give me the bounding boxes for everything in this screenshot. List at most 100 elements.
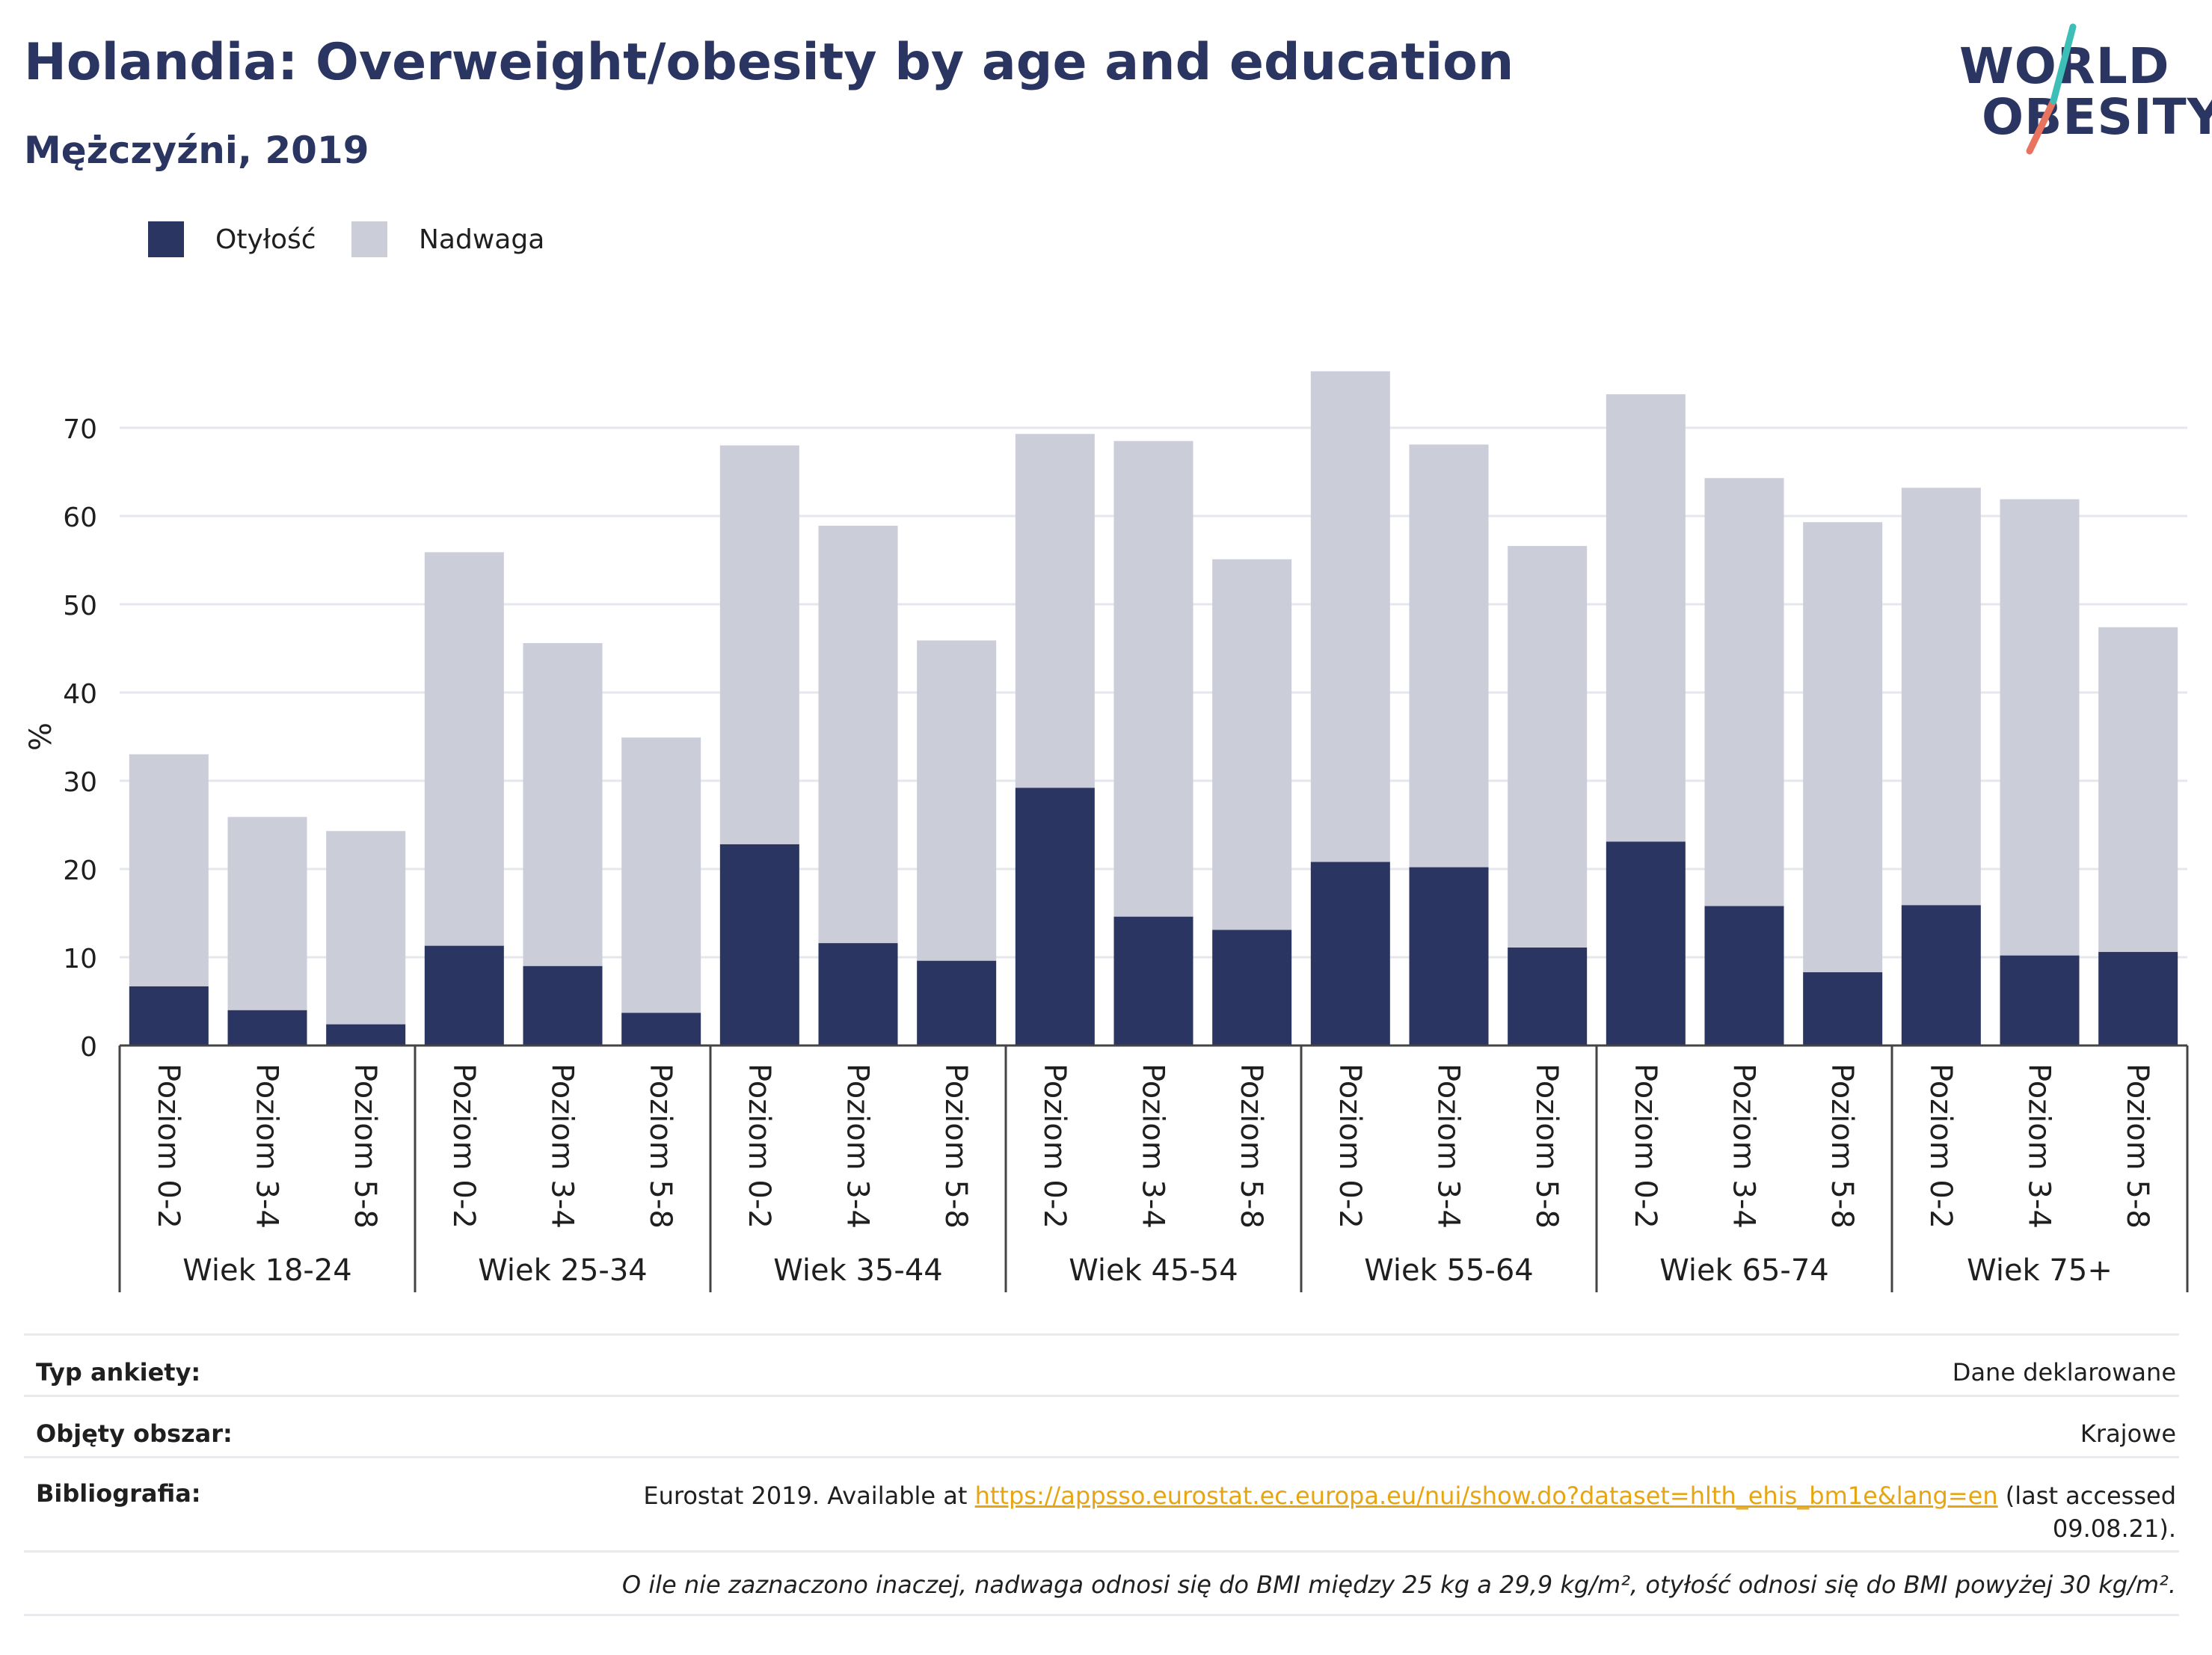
x-tick-label: Poziom 5-8 — [1529, 1063, 1564, 1229]
x-tick-label: Poziom 0-2 — [1923, 1063, 1958, 1229]
bar-chart: 0 10 20 30 40 50 60 70% Poziom 0-2 Poziom 3-4 Pozi… — [24, 371, 2189, 1292]
bar-overweight — [1015, 434, 1095, 788]
bar-overweight — [1212, 559, 1292, 930]
bar-overweight — [326, 831, 406, 1025]
y-tick-label: 0 — [80, 1032, 97, 1063]
x-tick-label: Poziom 3-4 — [841, 1063, 875, 1229]
info-value-coverage: Krajowe — [2080, 1419, 2176, 1448]
y-tick-label: 30 — [63, 767, 97, 798]
x-tick-label: Poziom 0-2 — [151, 1063, 185, 1229]
group-label: Wiek 35-44 — [773, 1253, 943, 1288]
group-label: Wiek 25-34 — [478, 1253, 648, 1288]
info-note: O ile nie zaznaczono inaczej, nadwaga od… — [621, 1570, 2176, 1599]
bibliography-link[interactable]: https://appsso.eurostat.ec.europa.eu/nui… — [974, 1481, 1998, 1510]
bar-overweight — [129, 754, 209, 986]
bar-obesity — [621, 1013, 701, 1045]
x-tick-label: Poziom 0-2 — [1333, 1063, 1367, 1229]
x-tick-label: Poziom 5-8 — [348, 1063, 382, 1229]
y-tick-label: 50 — [63, 591, 97, 621]
bar-overweight — [1704, 478, 1784, 906]
bar-overweight — [621, 737, 701, 1013]
legend-label-overweight: Nadwaga — [419, 224, 545, 255]
bar-obesity — [326, 1024, 406, 1045]
info-label-bibliography: Bibliografia: — [36, 1479, 201, 1508]
info-value-bibliography: Eurostat 2019. Available at https://apps… — [643, 1479, 2176, 1545]
bar-overweight — [818, 525, 898, 944]
x-tick-label: Poziom 0-2 — [1628, 1063, 1662, 1229]
bar-obesity — [1409, 867, 1489, 1045]
bar-overweight — [523, 642, 603, 966]
bar-overweight — [1310, 371, 1390, 862]
bar-obesity — [1803, 972, 1883, 1045]
bar-obesity — [1015, 787, 1095, 1045]
bar-obesity — [129, 986, 209, 1045]
info-row-bibliography: Bibliografia: Eurostat 2019. Available a… — [24, 1456, 2179, 1553]
bar-overweight — [1606, 394, 1686, 842]
y-tick-label: 40 — [63, 679, 97, 710]
bar-obesity — [1606, 841, 1686, 1045]
bar-obesity — [818, 943, 898, 1045]
bar-obesity — [1704, 906, 1784, 1045]
x-tick-label: Poziom 5-8 — [938, 1063, 973, 1229]
bar-obesity — [424, 945, 504, 1045]
info-label-survey-type: Typ ankiety: — [36, 1358, 201, 1387]
legend-swatch-overweight — [351, 221, 387, 257]
bar-obesity — [719, 844, 799, 1045]
x-tick-label: Poziom 3-4 — [545, 1063, 580, 1229]
bar-overweight — [1409, 444, 1489, 868]
x-tick-label: Poziom 5-8 — [643, 1063, 678, 1229]
info-row-survey-type: Typ ankiety: Dane deklarowane — [24, 1333, 2179, 1397]
x-tick-label: Poziom 5-8 — [2120, 1063, 2154, 1229]
group-label: Wiek 45-54 — [1069, 1253, 1238, 1288]
bar-overweight — [424, 552, 504, 946]
bar-overweight — [1113, 440, 1193, 917]
bar-overweight — [2098, 627, 2178, 952]
info-row-coverage: Objęty obszar: Krajowe — [24, 1395, 2179, 1458]
bar-obesity — [1310, 862, 1390, 1045]
group-label: Wiek 55-64 — [1364, 1253, 1534, 1288]
x-tick-label: Poziom 3-4 — [1431, 1063, 1466, 1229]
bar-overweight — [1803, 522, 1883, 973]
bar-overweight — [1901, 488, 1981, 906]
info-value-survey-type: Dane deklarowane — [1952, 1358, 2176, 1387]
x-tick-label: Poziom 3-4 — [2022, 1063, 2056, 1229]
bar-obesity — [917, 960, 997, 1045]
x-tick-label: Poziom 3-4 — [1727, 1063, 1761, 1229]
bibliography-suffix-2: 09.08.21). — [2052, 1514, 2176, 1543]
x-tick-label: Poziom 3-4 — [1136, 1063, 1170, 1229]
logo-slash-icon — [2026, 23, 2077, 155]
info-row-note: O ile nie zaznaczono inaczej, nadwaga od… — [24, 1550, 2179, 1616]
y-tick-label: 70 — [63, 414, 97, 445]
bar-obesity — [1212, 930, 1292, 1045]
y-axis-title: % — [24, 722, 58, 751]
x-tick-label: Poziom 5-8 — [1825, 1063, 1859, 1229]
x-tick-label: Poziom 0-2 — [742, 1063, 776, 1229]
bar-overweight — [1508, 546, 1588, 948]
bar-obesity — [1508, 948, 1588, 1045]
group-label: Wiek 75+ — [1967, 1253, 2113, 1288]
bar-obesity — [523, 965, 603, 1045]
y-tick-label: 20 — [63, 856, 97, 886]
x-tick-label: Poziom 3-4 — [250, 1063, 284, 1229]
group-label: Wiek 65-74 — [1659, 1253, 1829, 1288]
bar-overweight — [2000, 499, 2080, 956]
x-tick-label: Poziom 0-2 — [1037, 1063, 1072, 1229]
bar-overweight — [917, 640, 997, 961]
x-tick-label: Poziom 0-2 — [446, 1063, 481, 1229]
chart-title: Holandia: Overweight/obesity by age and … — [24, 33, 1514, 92]
legend-label-obesity: Otyłość — [215, 224, 316, 255]
bibliography-prefix: Eurostat 2019. Available at — [643, 1481, 975, 1510]
y-tick-label: 10 — [63, 944, 97, 974]
info-label-coverage: Objęty obszar: — [36, 1419, 233, 1448]
legend-swatch-obesity — [148, 221, 184, 257]
bar-obesity — [2098, 951, 2178, 1045]
logo-word-obesity: OBESITY — [1982, 88, 2212, 146]
x-tick-label: Poziom 5-8 — [1234, 1063, 1268, 1229]
bar-obesity — [1113, 916, 1193, 1045]
chart-subtitle: Mężczyźni, 2019 — [24, 129, 369, 172]
bar-obesity — [2000, 955, 2080, 1045]
bar-overweight — [719, 445, 799, 844]
bibliography-suffix-1: (last accessed — [1997, 1481, 2176, 1510]
bar-overweight — [227, 817, 307, 1010]
world-obesity-logo: WORLD OBESITY — [1952, 22, 2212, 157]
